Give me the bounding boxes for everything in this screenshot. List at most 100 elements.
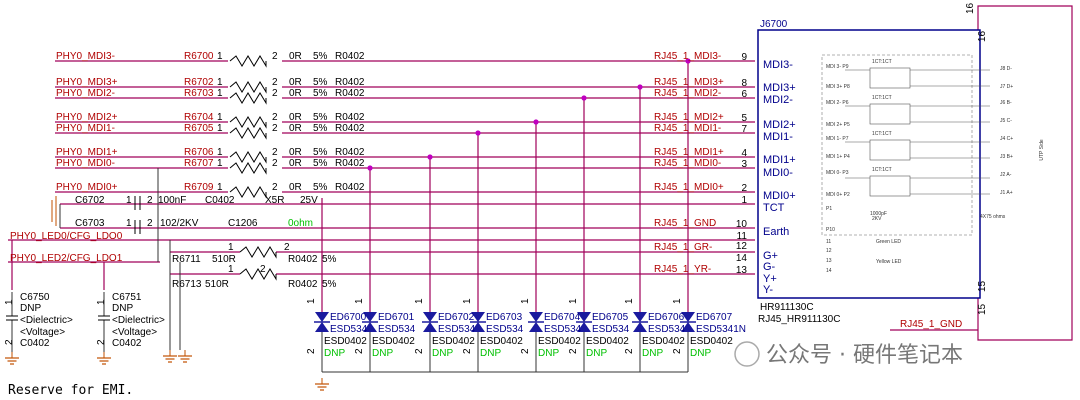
connector-inner-label: 13 [826,258,832,264]
connector-inner-misc: 2KV [872,216,882,222]
esd-diode-bottom [471,322,485,332]
connector-pin-name: Y- [763,284,773,296]
connector-pin-name: MDI1+ [763,154,796,166]
dnp-cap-dielectric: <Dielectric> [112,315,165,326]
resistor-R6705 [229,127,267,140]
esd-part: ESD534 [486,324,524,335]
resistor-ref: R6707 [184,158,214,169]
resistor-pin2: 2 [272,51,278,62]
junction-dot [533,119,539,125]
resistor-pin2: 2 [272,112,278,123]
connector-inner-label: 12 [826,248,832,254]
resistor-tol: 5% [313,77,328,88]
resistor-tol: 5% [313,158,328,169]
esd-pkg: ESD0402 [538,336,581,347]
esd-pkg: ESD0402 [324,336,367,347]
esd-pkg: ESD0402 [432,336,475,347]
esd-ref: ED6705 [592,312,629,323]
resistor-pin2: 2 [272,77,278,88]
dnp-cap-pin2: 2 [96,339,107,345]
connector-pin-num: 10 [736,219,748,230]
resistor-ref: R6705 [184,123,214,134]
esd-pin1: 1 [462,298,473,304]
esd-pkg: ESD0402 [480,336,523,347]
net-label-rj45: RJ45_1_MDI2+ [654,112,724,123]
resistor-pkg: R0402 [335,123,365,134]
connector-pin-num: 12 [736,241,748,252]
connector-inner-right: J5 C- [1000,118,1012,124]
esd-diode-top [529,312,543,322]
transformer-symbol [869,67,911,89]
connector-pin-name: Y+ [763,273,777,285]
resistor-pin1: 1 [217,112,223,123]
resistor-ref: R6709 [184,182,214,193]
net-label-gnd: RJ45_1_GND [654,218,716,229]
connector-pin-num: 2 [741,183,747,194]
resistor-pin2: 2 [272,158,278,169]
esd-pin2: 2 [520,348,531,354]
esd-pin1: 1 [414,298,425,304]
connector-inner-right: J1 A+ [1000,190,1013,196]
led-res1-pin2: 2 [284,242,290,253]
esd-part: ESD534 [438,324,476,335]
cap2-extra: 0ohm [288,218,313,229]
dnp-cap-pkg: C0402 [20,338,50,349]
dnp-cap-pin1: 1 [96,299,107,305]
net-label-phy: PHY0_MDI1- [56,123,115,134]
esd-ref: ED6704 [544,312,581,323]
resistor-R6700 [229,55,267,68]
dnp-cap-voltage: <Voltage> [20,327,65,338]
resistor-R6702 [229,81,267,94]
esd-diode-bottom [315,322,329,332]
esd-dnp: DNP [642,348,663,359]
net-label-phy: PHY0_MDI3- [56,51,115,62]
connector-pin-num: 11 [737,231,748,242]
led-res2-pin2: 2 [260,264,266,275]
connector-inner-right: J4 C+ [1000,136,1013,142]
esd-diode-top [423,312,437,322]
connector-ref: J6700 [760,19,788,30]
connector-pin-name: MDI3+ [763,82,796,94]
net-label-phy: PHY0_MDI0+ [56,182,118,193]
esd-pin1: 1 [568,298,579,304]
esd-diode-bottom [363,322,377,332]
connector-pin-num: 13 [736,265,748,276]
resistor-value: 0R [289,123,302,134]
resistor-value: 0R [289,51,302,62]
net-label-rj45: RJ45_1_MDI2- [654,88,721,99]
connector-pin-name: MDI0+ [763,190,796,202]
dnp-cap-pin2: 2 [4,339,15,345]
cap-ref: C6702 [75,195,105,206]
resistor-pin1: 1 [217,51,223,62]
esd-dnp: DNP [690,348,711,359]
esd-dnp: DNP [372,348,393,359]
connector-bottom-pin: 15 [977,280,988,292]
net-label-phy: PHY0_MDI0- [56,158,115,169]
watermark-text: 公众号 · 硬件笔记本 [766,343,963,368]
junction-dot [685,58,691,64]
net-label-phy: PHY0_MDI2- [56,88,115,99]
connector-side-label: UTP Side [1039,139,1045,161]
resistor-R6707 [229,162,267,175]
connector-pin-name: MDI2+ [763,119,796,131]
esd-part: ESD534 [592,324,630,335]
junction-dot [367,165,373,171]
resistor-pkg: R0402 [335,77,365,88]
dnp-cap-dnp: DNP [20,303,41,314]
resistor-pin2: 2 [272,182,278,193]
resistor-ref: R6706 [184,147,214,158]
net-label-rj45: RJ45_1_MDI3- [654,51,721,62]
connector-pin-num: 8 [741,78,747,89]
connector-pin-name: TCT [763,202,785,214]
resistor-pkg: R0402 [335,147,365,158]
esd-part: ESD534 [544,324,582,335]
connector-top-pin-outer: 16 [965,2,976,14]
connector-inner-misc: 4X75 ohms [980,214,1006,220]
esd-pin2: 2 [306,348,317,354]
connector-inner-right: J7 D+ [1000,84,1013,90]
esd-pin1: 1 [520,298,531,304]
connector-inner-label: P10 [826,227,835,233]
net-label-gr: RJ45_1_GR- [654,242,712,253]
net-label-led0: PHY0_LED0/CFG_LDO0 [10,231,123,242]
resistor-value: 0R [289,112,302,123]
